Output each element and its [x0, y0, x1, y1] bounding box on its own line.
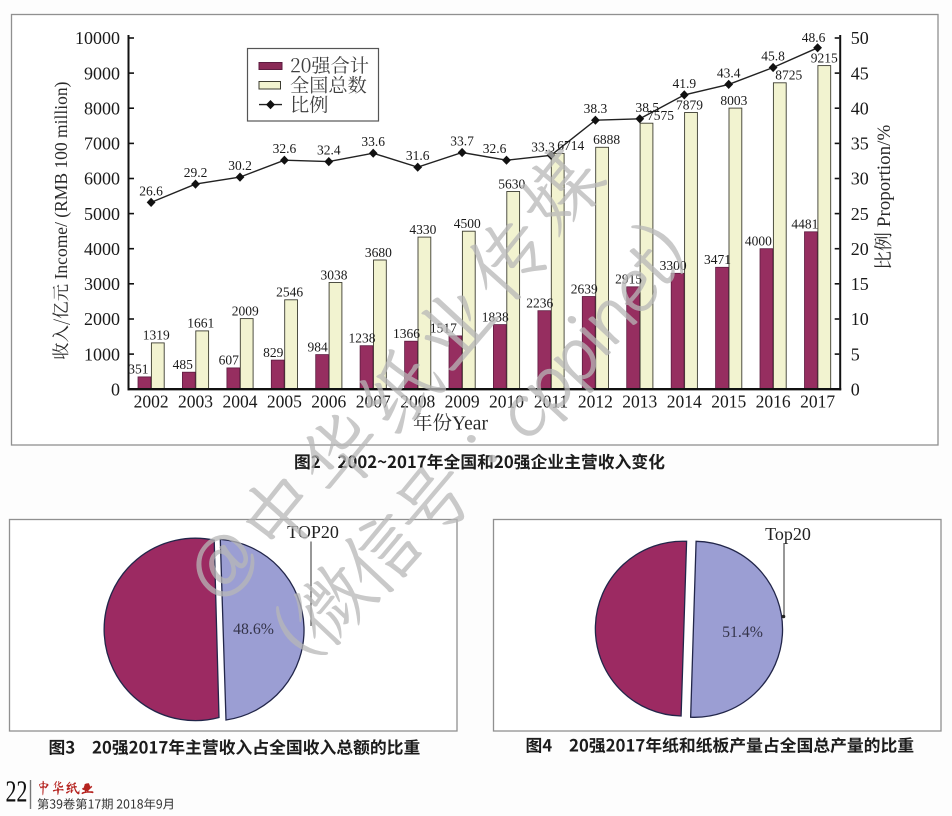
svg-text:6888: 6888: [593, 132, 620, 147]
svg-text:8003: 8003: [720, 93, 747, 108]
svg-text:2013: 2013: [622, 392, 657, 412]
svg-text:7575: 7575: [647, 108, 674, 123]
svg-text:6714: 6714: [557, 138, 584, 153]
svg-text:Proportion/%: Proportion/%: [874, 125, 895, 228]
svg-text:Year: Year: [452, 414, 488, 435]
svg-text:0: 0: [111, 379, 120, 399]
svg-text:48.6%: 48.6%: [233, 621, 274, 638]
svg-text:Income/ (RMB 100 million): Income/ (RMB 100 million): [51, 81, 71, 279]
svg-text:4500: 4500: [454, 216, 481, 231]
svg-text:2004: 2004: [223, 392, 258, 412]
svg-text:4481: 4481: [791, 217, 818, 232]
svg-text:3000: 3000: [84, 274, 120, 294]
svg-text:9000: 9000: [84, 63, 120, 83]
svg-text:15: 15: [851, 274, 869, 294]
svg-text:10000: 10000: [75, 28, 120, 48]
svg-text:2015: 2015: [711, 392, 746, 412]
svg-text:4000: 4000: [84, 239, 120, 259]
svg-text:2639: 2639: [571, 281, 598, 296]
svg-text:2009: 2009: [232, 303, 259, 318]
svg-text:8725: 8725: [775, 68, 802, 83]
svg-text:2546: 2546: [276, 285, 303, 300]
svg-text:33.6: 33.6: [361, 134, 385, 149]
svg-text:1238: 1238: [349, 331, 376, 346]
svg-text:45.8: 45.8: [761, 49, 785, 64]
svg-text:35: 35: [851, 134, 869, 154]
svg-text:29.2: 29.2: [184, 165, 208, 180]
svg-text:33.7: 33.7: [450, 134, 474, 149]
svg-text:1366: 1366: [393, 326, 420, 341]
svg-text:7879: 7879: [676, 97, 703, 112]
svg-text:485: 485: [173, 357, 194, 372]
svg-text:3680: 3680: [365, 245, 392, 260]
svg-text:2000: 2000: [84, 309, 120, 329]
svg-text:2017: 2017: [800, 392, 835, 412]
svg-text:10: 10: [851, 309, 869, 329]
svg-text:2003: 2003: [178, 392, 213, 412]
svg-text:351: 351: [128, 362, 148, 377]
svg-text:31.6: 31.6: [406, 148, 430, 163]
svg-text:8000: 8000: [84, 98, 120, 118]
svg-text:1661: 1661: [187, 316, 214, 331]
svg-text:2236: 2236: [526, 296, 553, 311]
svg-text:38.3: 38.3: [584, 101, 608, 116]
svg-text:1319: 1319: [143, 328, 170, 343]
svg-text:25: 25: [851, 204, 869, 224]
svg-text:2009: 2009: [445, 392, 480, 412]
svg-text:48.6: 48.6: [802, 30, 826, 45]
svg-text:2012: 2012: [578, 392, 613, 412]
svg-text:5000: 5000: [84, 204, 120, 224]
svg-text:2016: 2016: [756, 392, 791, 412]
svg-text:829: 829: [263, 345, 284, 360]
svg-text:4000: 4000: [745, 234, 772, 249]
svg-text:32.6: 32.6: [483, 141, 507, 156]
svg-text:5630: 5630: [498, 176, 525, 191]
svg-text:50: 50: [851, 28, 869, 48]
svg-text:41.9: 41.9: [672, 76, 696, 91]
svg-text:40: 40: [851, 98, 869, 118]
svg-text:43.4: 43.4: [717, 65, 741, 80]
svg-text:3038: 3038: [321, 267, 348, 282]
svg-text:4330: 4330: [409, 222, 436, 237]
svg-text:TOP20: TOP20: [287, 522, 339, 542]
svg-text:984: 984: [307, 339, 328, 354]
svg-text:2008: 2008: [400, 392, 435, 412]
svg-text:1000: 1000: [84, 344, 120, 364]
svg-text:5: 5: [851, 344, 860, 364]
svg-text:45: 45: [851, 63, 869, 83]
svg-text:26.6: 26.6: [139, 183, 163, 198]
svg-text:607: 607: [219, 353, 240, 368]
svg-text:2002: 2002: [134, 392, 169, 412]
svg-text:0: 0: [851, 379, 860, 399]
svg-text:2005: 2005: [267, 392, 302, 412]
svg-text:Top20: Top20: [765, 524, 811, 544]
svg-text:32.6: 32.6: [273, 141, 297, 156]
svg-text:38.5: 38.5: [635, 100, 659, 115]
svg-text:30.2: 30.2: [228, 158, 252, 173]
svg-text:2014: 2014: [667, 392, 702, 412]
svg-text:20: 20: [851, 239, 869, 259]
svg-text:51.4%: 51.4%: [722, 624, 763, 641]
svg-text:32.4: 32.4: [317, 143, 341, 158]
svg-text:1838: 1838: [482, 309, 509, 324]
svg-text:3471: 3471: [704, 252, 731, 267]
svg-text:7000: 7000: [84, 134, 120, 154]
svg-text:2006: 2006: [311, 392, 346, 412]
svg-text:6000: 6000: [84, 169, 120, 189]
svg-text:9215: 9215: [811, 50, 838, 65]
svg-text:30: 30: [851, 169, 869, 189]
